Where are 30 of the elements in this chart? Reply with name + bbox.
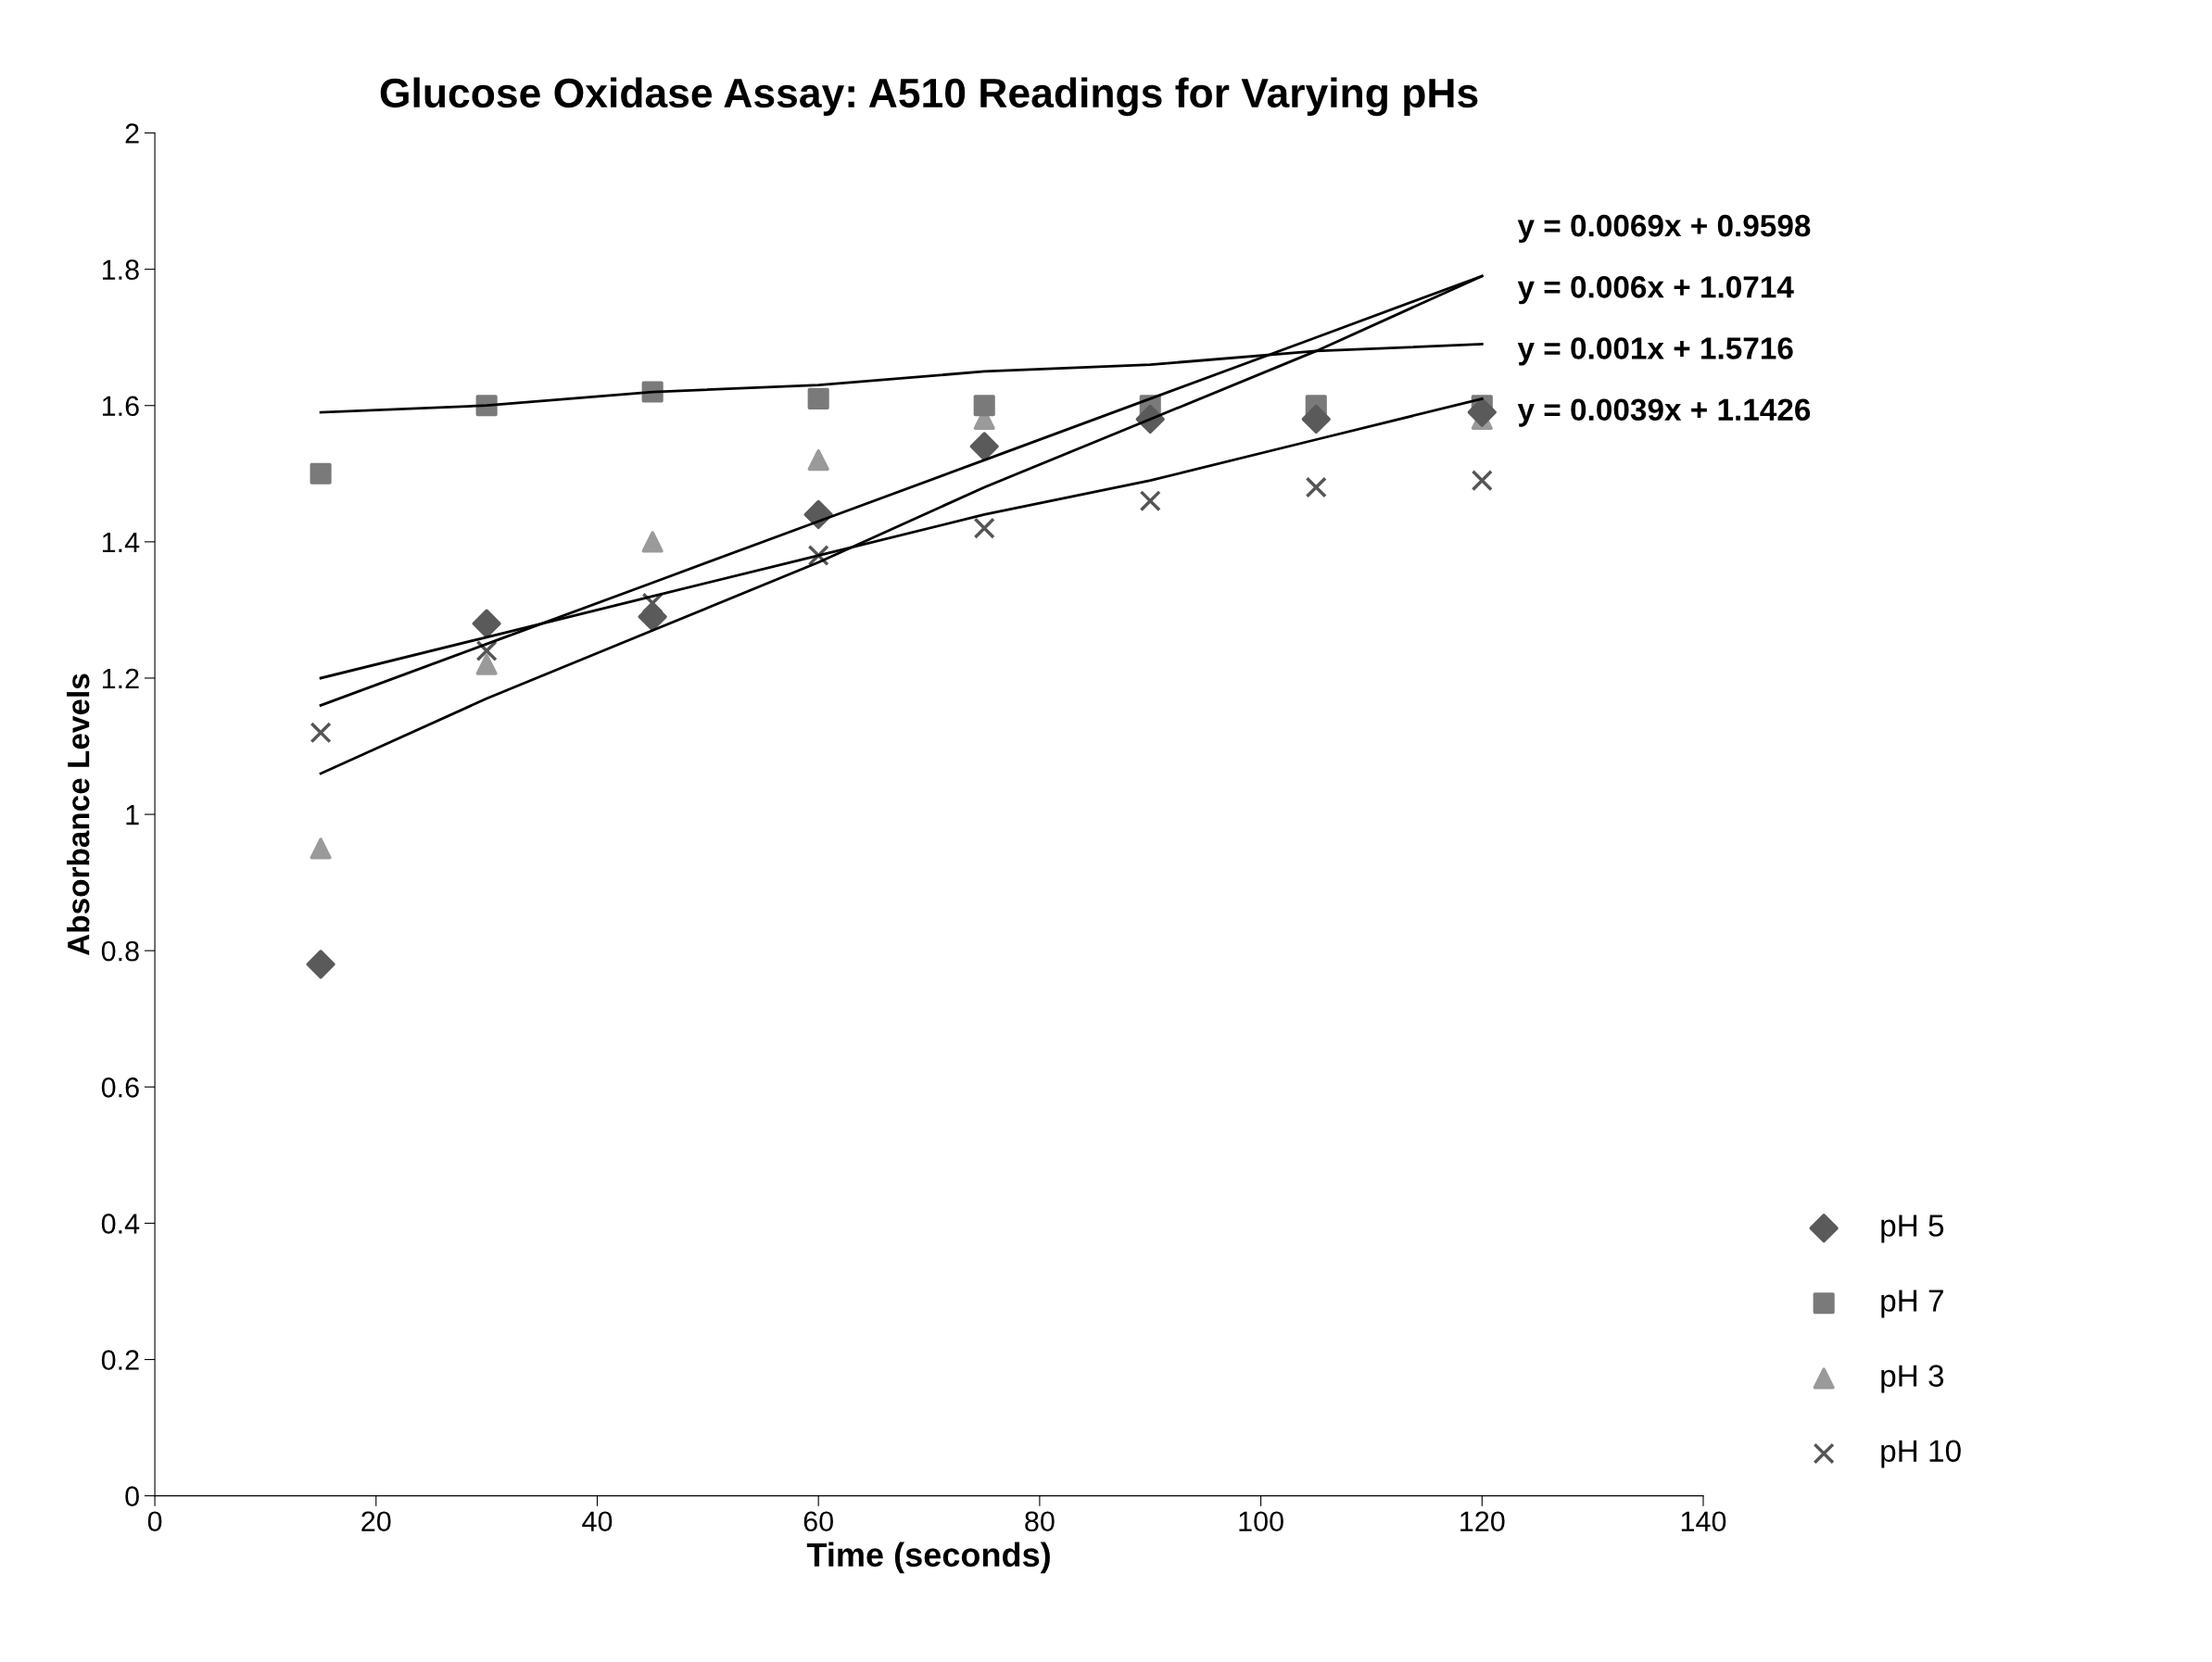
legend-label: pH 3 [1881, 1365, 1944, 1393]
annotation: y = 0.006x + 1.0714 [1517, 276, 1794, 305]
annotation: y = 0.0069x + 0.9598 [1517, 214, 1811, 244]
y-tick-label: 1.8 [102, 259, 139, 280]
x-tick-label: 80 [1025, 1511, 1055, 1532]
legend-label: pH 5 [1881, 1215, 1944, 1243]
x-tick-label: 100 [1239, 1511, 1283, 1532]
y-tick-label: 0 [125, 1486, 139, 1506]
x-tick-label: 140 [1681, 1511, 1726, 1532]
y-tick-label: 1 [126, 805, 139, 825]
y-axis-title: Absorbance Levels [67, 674, 90, 956]
legend-label: pH 10 [1881, 1440, 1961, 1468]
x-tick-label: 0 [147, 1511, 162, 1532]
y-tick-label: 0.2 [101, 1350, 139, 1370]
x-tick-label: 40 [582, 1511, 613, 1532]
x-axis-title: Time (seconds) [806, 1542, 1050, 1574]
y-tick-label: 1.4 [102, 532, 140, 552]
x-tick-label: 20 [361, 1511, 391, 1532]
y-tick-label: 1.6 [102, 396, 139, 417]
legend-label: pH 7 [1881, 1290, 1943, 1318]
annotation: y = 0.0039x + 1.1426 [1517, 398, 1811, 427]
y-tick-label: 2 [125, 123, 139, 144]
y-tick-label: 0.6 [101, 1077, 139, 1098]
x-tick-label: 120 [1460, 1511, 1505, 1532]
y-tick-label: 0.8 [101, 940, 139, 962]
y-tick-label: 1.2 [102, 668, 139, 689]
chart-title: Glucose Oxidase Assay: A510 Readings for Varying pHs [380, 77, 1478, 117]
annotation: y = 0.001x + 1.5716 [1517, 337, 1793, 366]
x-tick-label: 60 [803, 1511, 833, 1532]
y-tick-label: 0.4 [101, 1214, 140, 1234]
